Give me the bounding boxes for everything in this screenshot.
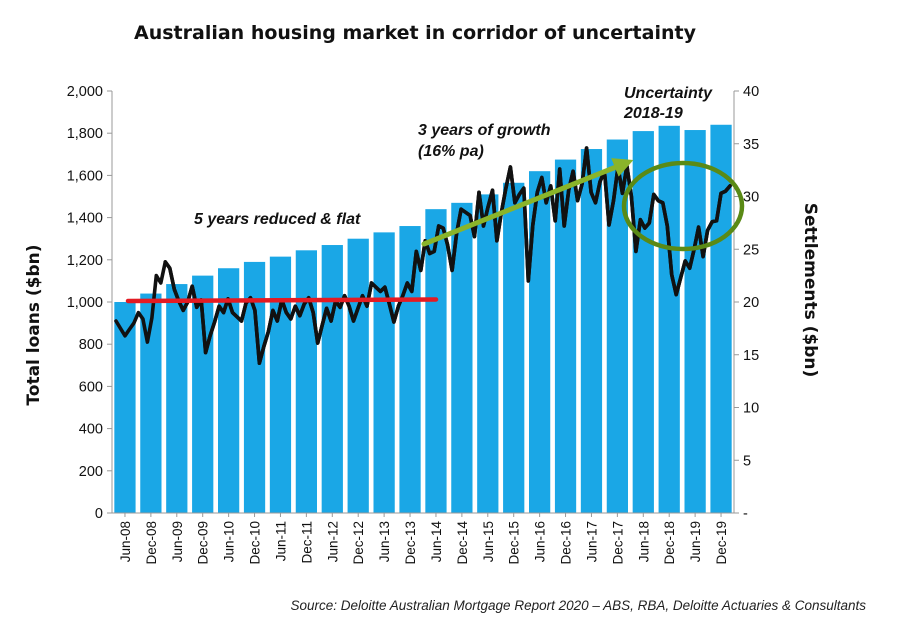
bar [710,124,732,513]
y-right-tick-label: 20 [743,295,759,311]
x-tick-label: Dec-16 [559,521,574,565]
bar [425,209,447,513]
bar [658,125,680,513]
bar [632,131,654,513]
y-right-tick-label: 25 [743,242,759,258]
y-left-tick-label: 1,400 [67,211,103,227]
bar [451,202,473,513]
uncertainty-ellipse [621,160,745,252]
bar [269,256,292,513]
source-note: Source: Deloitte Australian Mortgage Rep… [290,598,866,613]
y-left-tick-label: 600 [79,379,103,395]
y-left-tick-label: 1,200 [67,253,103,269]
bars-series [114,124,732,514]
bar [399,226,421,514]
y-left-tick-label: 400 [79,422,103,438]
x-tick-label: Dec-09 [196,521,211,565]
growth-arrow [421,158,634,247]
x-tick-label: Jun-11 [273,521,288,561]
y-axis-left-label: Total loans ($bn) [24,244,44,405]
x-axis: Jun-08 Dec-08 Jun-09 Dec-09 Jun-10 Dec-10 Jun-… [112,512,734,565]
x-tick-label: Dec-13 [403,521,418,565]
bar [114,302,136,513]
annotations: 5 years reduced & flat 3 years of growth (… [125,85,745,304]
x-tick-label: Jun-08 [118,521,133,562]
x-tick-label: Dec-08 [144,521,159,565]
settlements-line-recent [163,146,732,366]
y-right-tick-label: 35 [743,137,759,153]
bar [477,194,499,513]
annotation-uncertainty-line1: Uncertainty [624,85,713,102]
y-left-tick-label: 1,000 [67,295,103,311]
y-left-tick-label: 2,000 [67,84,103,100]
bar [347,238,369,513]
bar [373,232,395,513]
bar [684,130,706,513]
x-tick-label: Jun-10 [222,521,237,562]
y-right-tick-label: - [743,506,748,522]
y-left-tick-label: 0 [95,506,103,522]
annotation-growth-line1: 3 years of growth [418,122,551,139]
y-right-tick-label: 40 [743,84,759,100]
bar [192,275,214,513]
bar [217,268,240,513]
bar [606,139,629,513]
left-axis: 0 200 400 600 800 1,000 1,200 1,400 1,600 1,800 2,… [67,84,113,522]
x-tick-label: Dec-10 [248,521,263,565]
annotation-growth-line2: (16% pa) [418,143,484,160]
x-tick-label: Jun-18 [636,521,651,562]
x-tick-label: Jun-12 [325,521,340,562]
x-tick-label: Dec-11 [299,521,314,564]
x-tick-label: Dec-14 [455,521,470,565]
bar [554,159,577,513]
y-right-tick-label: 5 [743,453,751,469]
bar [580,149,603,513]
bar [140,293,162,513]
y-left-tick-label: 800 [79,337,103,353]
y-left-tick-label: 200 [79,464,103,480]
y-right-tick-label: 10 [743,401,759,417]
annotation-uncertainty-line2: 2018-19 [623,105,683,122]
bar [528,171,551,513]
right-axis: - 5 10 15 20 25 30 35 40 [733,84,759,522]
bar [243,261,266,513]
x-tick-label: Jun-19 [688,521,703,562]
annotation-flat: 5 years reduced & flat [194,211,361,228]
bar [166,284,188,513]
x-tick-label: Dec-18 [662,521,677,565]
bar [295,250,318,513]
x-tick-label: Jun-09 [170,521,185,562]
x-tick-label: Jun-17 [584,521,599,562]
y-left-tick-label: 1,600 [67,168,103,184]
y-axis-right-label: Settlements ($bn) [800,203,820,378]
x-tick-label: Jun-15 [481,521,496,562]
x-tick-label: Dec-19 [714,521,729,565]
y-right-tick-label: 15 [743,348,759,364]
bar [503,182,525,513]
x-tick-label: Jun-16 [533,521,548,562]
chart-title: Australian housing market in corridor of… [134,22,696,44]
flat-trend-line [125,297,439,304]
x-tick-label: Jun-14 [429,521,444,563]
x-tick-label: Dec-17 [610,521,625,565]
x-tick-label: Dec-12 [351,521,366,565]
x-tick-label: Dec-15 [507,521,522,565]
y-left-tick-label: 1,800 [67,126,103,142]
x-tick-label: Jun-13 [377,521,392,562]
y-right-tick-label: 30 [743,190,759,206]
bar [321,245,343,513]
